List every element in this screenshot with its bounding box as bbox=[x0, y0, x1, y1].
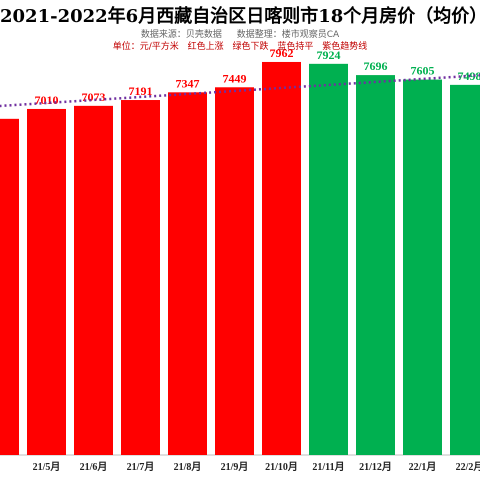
bar bbox=[403, 79, 442, 456]
value-label: 7605 bbox=[411, 64, 435, 78]
value-label: 7696 bbox=[364, 59, 388, 73]
bar bbox=[356, 75, 395, 455]
chart-title: 2021-2022年6月西藏自治区日喀则市18个月房价（均价）变化图 bbox=[0, 6, 480, 27]
unit-text: 单位：元/平方米 bbox=[112, 42, 179, 52]
x-tick-label: 21/11月 bbox=[312, 461, 344, 473]
legend-green-text: 绿色下跌 bbox=[232, 42, 269, 52]
x-tick-label: 21/8月 bbox=[174, 461, 202, 473]
x-tick-label: 21/6月 bbox=[80, 461, 108, 473]
value-label: 7010 bbox=[35, 93, 59, 107]
legend-line: 单位：元/平方米 红色上涨 绿色下跌 蓝色持平 紫色趋势线 bbox=[0, 39, 480, 52]
x-tick-label: 21/5月 bbox=[33, 461, 61, 473]
bar bbox=[0, 118, 19, 456]
value-label: 7962 bbox=[270, 46, 294, 60]
x-tick-label: 21/12月 bbox=[359, 461, 392, 473]
bar bbox=[215, 87, 254, 455]
value-label: 7347 bbox=[176, 76, 200, 90]
x-tick-label: 21/10月 bbox=[265, 461, 298, 473]
trend-line bbox=[0, 74, 480, 108]
bar bbox=[27, 108, 66, 456]
bar bbox=[450, 84, 480, 455]
legend-purple-text: 紫色趋势线 bbox=[322, 42, 368, 52]
value-label: 7924 bbox=[317, 48, 341, 62]
x-tick-label: 21/7月 bbox=[127, 461, 155, 473]
source-line: 数据来源：贝壳数据 数据整理：楼市观察员CA bbox=[0, 27, 480, 40]
value-label: 7191 bbox=[129, 84, 153, 98]
data-compiler-text: 数据整理：楼市观察员CA bbox=[236, 30, 340, 40]
bar bbox=[168, 92, 207, 455]
x-tick-label: 22/2月 bbox=[456, 461, 480, 473]
data-source-text: 数据来源：贝壳数据 bbox=[140, 30, 222, 40]
value-label: 7449 bbox=[223, 71, 247, 85]
bar bbox=[121, 100, 160, 455]
legend-red-text: 红色上涨 bbox=[187, 42, 224, 52]
x-tick-label: 22/1月 bbox=[409, 461, 437, 473]
x-tick-label: 21/9月 bbox=[221, 461, 249, 473]
legend-blue-text: 蓝色持平 bbox=[277, 42, 314, 52]
bar bbox=[262, 61, 301, 455]
bar bbox=[74, 105, 113, 455]
bar bbox=[309, 63, 348, 456]
